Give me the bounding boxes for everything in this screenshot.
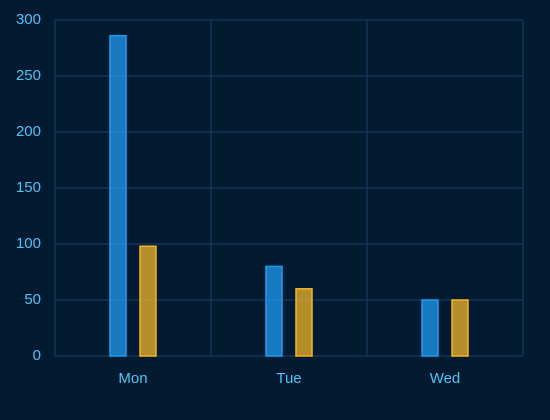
x-tick-label: Mon: [118, 370, 147, 387]
y-tick-label: 0: [33, 347, 41, 364]
bar: [421, 299, 439, 357]
bar: [265, 265, 283, 357]
y-tick-label: 250: [16, 67, 41, 84]
y-tick-label: 150: [16, 179, 41, 196]
y-tick-label: 50: [24, 291, 41, 308]
y-tick-label: 200: [16, 123, 41, 140]
bar: [139, 245, 157, 357]
x-tick-label: Tue: [276, 370, 301, 387]
bar: [109, 34, 127, 357]
y-tick-label: 100: [16, 235, 41, 252]
bar: [451, 299, 469, 357]
y-tick-label: 300: [16, 11, 41, 28]
x-tick-label: Wed: [430, 370, 461, 387]
bar: [295, 288, 313, 357]
